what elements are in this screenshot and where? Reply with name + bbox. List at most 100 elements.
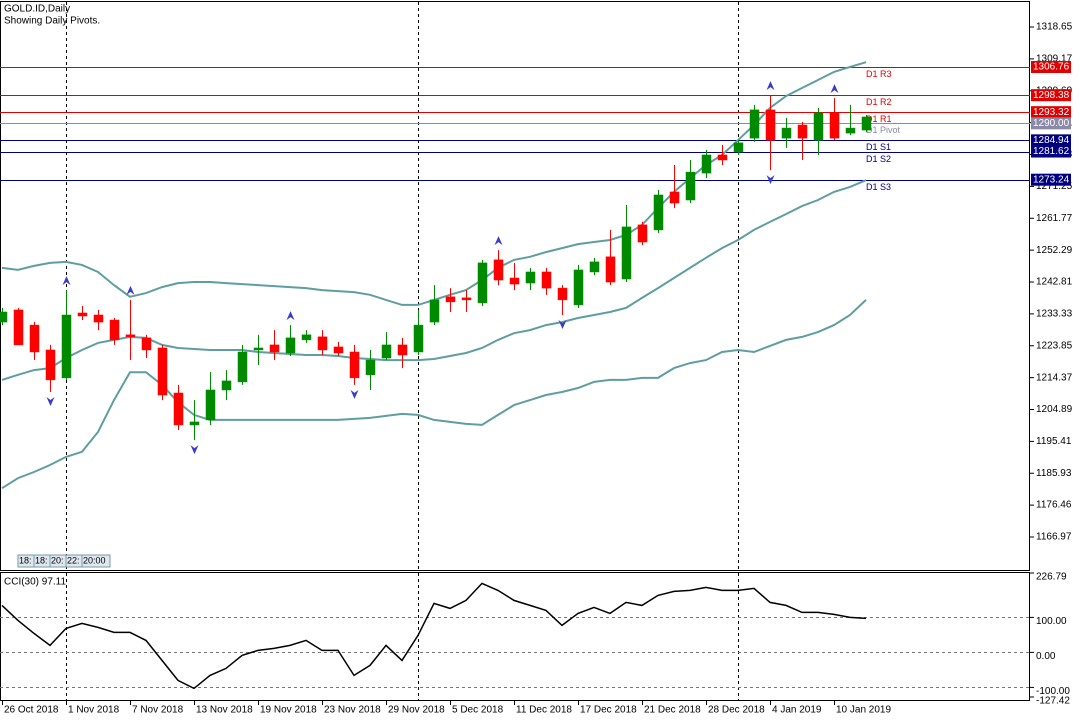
candle-body (701, 154, 712, 174)
pivot-label: D1 S3 (866, 182, 891, 192)
pivot-tag (1031, 145, 1071, 158)
cci-y-tick-label: 226.79 (1036, 572, 1067, 583)
candle-body (461, 297, 472, 301)
time-box (81, 554, 111, 568)
fractal-up (126, 285, 135, 295)
candle-body (557, 287, 568, 301)
pivot-tag (1031, 89, 1071, 102)
candle-body (861, 116, 872, 131)
pivot-tag-label: 1306.76 (1033, 62, 1070, 73)
x-tick-label: 19 Nov 2018 (260, 705, 317, 716)
y-tick-label: 1204.89 (1036, 404, 1073, 415)
pivot-label: D1 R3 (866, 69, 892, 79)
y-tick-label: 1185.93 (1036, 468, 1072, 479)
pivot-tag-label: 1293.32 (1033, 107, 1070, 118)
bollinger-lower (1, 299, 867, 490)
candle-body (0, 311, 8, 323)
x-tick-label: 23 Nov 2018 (324, 705, 381, 716)
candle-body (685, 171, 696, 201)
pivot-label: D1 S1 (866, 142, 891, 152)
candle-body (797, 124, 808, 139)
candle-body (509, 277, 520, 285)
candle-body (125, 334, 136, 338)
fractal-up (494, 236, 503, 246)
candle-body (237, 351, 248, 383)
cci-line (1, 582, 867, 690)
candle-body (429, 299, 440, 323)
fractal-down (350, 389, 359, 399)
pivot-tag (1031, 134, 1071, 147)
candle-body (141, 337, 152, 351)
candle-body (45, 349, 56, 381)
x-tick-label: 29 Nov 2018 (388, 705, 445, 716)
pivot-label: D1 Pivot (866, 125, 901, 135)
candle-body (653, 194, 664, 231)
y-tick-label: 1252.29 (1036, 245, 1073, 256)
candle-body (189, 421, 200, 426)
fractal-down (766, 175, 775, 185)
cci-y-tick-label: 0.00 (1036, 651, 1056, 662)
candle-body (589, 261, 600, 273)
candle-body (621, 226, 632, 280)
candle-body (205, 389, 216, 421)
fractal-up (62, 276, 71, 286)
fractal-down (558, 320, 567, 330)
candle-body (813, 112, 824, 141)
candle-body (349, 351, 360, 379)
y-tick-label: 1271.25 (1036, 181, 1073, 192)
x-tick-label: 28 Dec 2018 (708, 705, 765, 716)
x-tick-label: 5 Dec 2018 (452, 705, 504, 716)
y-tick-label: 1176.46 (1036, 500, 1072, 511)
x-tick-label: 1 Nov 2018 (68, 705, 120, 716)
pivot-tag (1031, 173, 1071, 186)
candle-body (221, 380, 232, 391)
candle-body (285, 337, 296, 354)
y-tick-label: 1223.85 (1036, 340, 1073, 351)
pivot-label: D1 R2 (866, 97, 892, 107)
time-box-label: 18: (19, 555, 32, 565)
time-box-label: 20:00 (83, 555, 106, 565)
candle-body (829, 112, 840, 139)
y-tick-label: 1261.77 (1036, 213, 1073, 224)
time-box-label: 18: (35, 555, 48, 565)
candle-body (669, 191, 680, 204)
candle-body (541, 271, 552, 289)
candle-body (365, 359, 376, 376)
chart-subtitle: Showing Daily Pivots. (4, 16, 100, 27)
candle-body (253, 347, 264, 351)
candle-body (605, 256, 616, 283)
candle-body (29, 324, 40, 353)
candle-body (573, 269, 584, 306)
candle-body (269, 344, 280, 353)
time-box-label: 20: (51, 555, 64, 565)
candle-body (781, 127, 792, 139)
fractal-up (830, 84, 839, 94)
pivot-tag-label: 1298.38 (1033, 90, 1070, 101)
fractal-up (766, 81, 775, 91)
candle-body (413, 324, 424, 353)
x-tick-label: 11 Dec 2018 (516, 705, 572, 716)
candle-body (157, 347, 168, 396)
candle-body (173, 392, 184, 426)
candle-body (749, 109, 760, 139)
x-tick-label: 7 Nov 2018 (132, 705, 184, 716)
x-tick-label: 26 Oct 2018 (4, 705, 59, 716)
x-tick-label: 13 Nov 2018 (196, 705, 253, 716)
x-tick-label: 10 Jan 2019 (836, 705, 891, 716)
candle-body (301, 334, 312, 341)
candle-body (477, 262, 488, 304)
candle-body (93, 314, 104, 323)
candle-body (109, 319, 120, 341)
candle-body (637, 224, 648, 243)
candle-body (765, 109, 776, 141)
chart-title: GOLD.ID,Daily (4, 4, 70, 15)
candle-body (445, 296, 456, 303)
candle-body (733, 142, 744, 153)
fractal-down (190, 445, 199, 455)
cci-title: CCI(30) 97.11 (4, 577, 67, 588)
y-tick-label: 1318.65 (1036, 22, 1073, 33)
y-tick-label: 1214.37 (1036, 372, 1073, 383)
